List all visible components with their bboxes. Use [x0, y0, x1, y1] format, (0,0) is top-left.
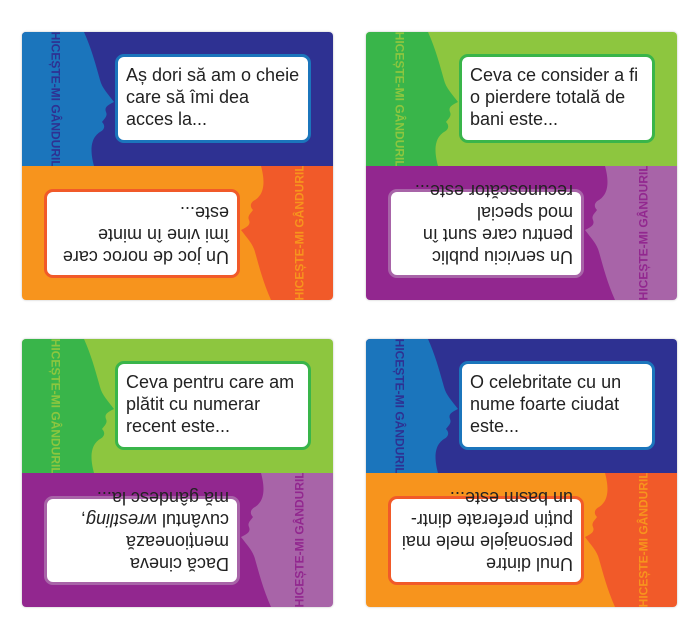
logo: GHICEȘTE-MI GÂNDURILE: [292, 166, 306, 300]
prompt-text-box: O celebritate cu un nume foarte ciudat e…: [459, 361, 655, 450]
prompt-card: GHICEȘTE-MI GÂNDURILE O celebritate cu u…: [366, 339, 677, 607]
prompt-text-box: Un serviciu public pentru care sunt în m…: [388, 181, 584, 278]
prompt-text-box: Un joc de noroc care îmi vine în minte e…: [44, 189, 240, 278]
card-top-half: GHICEȘTE-MI GÂNDURILE O celebritate cu u…: [366, 339, 677, 473]
prompt-text: Ceva ce consider a fi o pierdere totală …: [470, 65, 639, 129]
face-silhouette-icon: [241, 473, 333, 607]
face-silhouette-icon: [366, 339, 458, 473]
prompt-text-box: Unul dintre personajele mele mai puțin p…: [388, 488, 584, 585]
face-silhouette-icon: [241, 166, 333, 300]
prompt-text: Un serviciu public pentru care sunt în m…: [414, 181, 573, 267]
prompt-text: Un joc de noroc care îmi vine în minte e…: [62, 203, 229, 267]
logo: GHICEȘTE-MI GÂNDURILE: [636, 166, 650, 300]
prompt-card: GHICEȘTE-MI GÂNDURILE Aș dori să am o ch…: [22, 32, 333, 300]
prompt-text: wrestling: [85, 510, 157, 530]
logo: GHICEȘTE-MI GÂNDURILE: [49, 339, 63, 473]
face-silhouette-icon: [22, 339, 114, 473]
prompt-card: GHICEȘTE-MI GÂNDURILE Ceva pentru care a…: [22, 339, 333, 607]
prompt-text-box: Ceva ce consider a fi o pierdere totală …: [459, 54, 655, 143]
card-top-half: GHICEȘTE-MI GÂNDURILE Ceva ce consider a…: [366, 32, 677, 166]
prompt-text: O celebritate cu un nume foarte ciudat e…: [470, 372, 622, 436]
prompt-text-box: Aș dori să am o cheie care să îmi dea ac…: [115, 54, 311, 143]
prompt-card: GHICEȘTE-MI GÂNDURILE Ceva ce consider a…: [366, 32, 677, 300]
logo: GHICEȘTE-MI GÂNDURILE: [393, 339, 407, 473]
face-silhouette-icon: [585, 166, 677, 300]
face-silhouette-icon: [366, 32, 458, 166]
logo: GHICEȘTE-MI GÂNDURILE: [292, 473, 306, 607]
logo: GHICEȘTE-MI GÂNDURILE: [393, 32, 407, 166]
prompt-text-box: Ceva pentru care am plătit cu numerar re…: [115, 361, 311, 450]
card-top-half: GHICEȘTE-MI GÂNDURILE Aș dori să am o ch…: [22, 32, 333, 166]
face-silhouette-icon: [585, 473, 677, 607]
logo: GHICEȘTE-MI GÂNDURILE: [49, 32, 63, 166]
face-silhouette-icon: [22, 32, 114, 166]
card-bottom-half: GHICEȘTE-MI GÂNDURILE Un joc de noroc ca…: [22, 166, 333, 300]
prompt-text-box: Dacă cineva menționează cuvântul wrestli…: [44, 488, 240, 585]
prompt-text: Unul dintre personajele mele mai puțin p…: [401, 488, 573, 574]
prompt-text: Ceva pentru care am plătit cu numerar re…: [126, 372, 295, 436]
card-bottom-half: GHICEȘTE-MI GÂNDURILE Dacă cineva mențio…: [22, 473, 333, 607]
prompt-text: Aș dori să am o cheie care să îmi dea ac…: [126, 65, 300, 129]
card-bottom-half: GHICEȘTE-MI GÂNDURILE Un serviciu public…: [366, 166, 677, 300]
card-bottom-half: GHICEȘTE-MI GÂNDURILE Unul dintre person…: [366, 473, 677, 607]
logo: GHICEȘTE-MI GÂNDURILE: [636, 473, 650, 607]
card-top-half: GHICEȘTE-MI GÂNDURILE Ceva pentru care a…: [22, 339, 333, 473]
